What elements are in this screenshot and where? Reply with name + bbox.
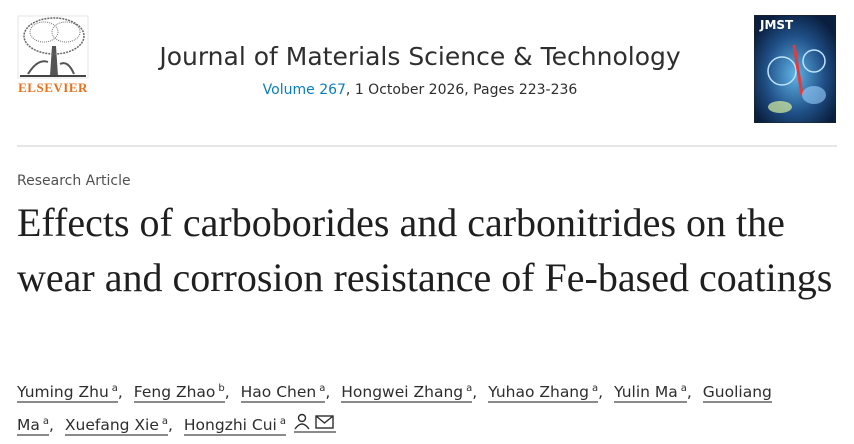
volume-link[interactable]: Volume 267 xyxy=(262,82,346,98)
author-link[interactable]: Yulin Ma a xyxy=(614,383,687,404)
author-link[interactable]: Guoliang Ma a xyxy=(17,383,772,437)
author-link[interactable]: Yuming Zhu a xyxy=(17,383,118,404)
author-affiliation: a xyxy=(319,383,326,394)
author-name: Hongwei Zhang xyxy=(341,383,464,402)
publisher-name: ELSEVIER xyxy=(18,80,88,95)
envelope-icon[interactable] xyxy=(315,415,334,430)
author-list: Yuming Zhu a, Feng Zhao b, Hao Chen a, Hong… xyxy=(17,374,797,440)
author-link[interactable]: Hao Chen a xyxy=(240,383,326,404)
author-affiliation: a xyxy=(591,383,599,394)
author-affiliation: a xyxy=(161,416,169,428)
article-type: Research Article xyxy=(17,173,131,189)
cover-label: JMST xyxy=(759,18,794,32)
author-name: Hongzhi Cui xyxy=(183,416,277,435)
author-affiliation: b xyxy=(218,383,225,394)
author-separator: , xyxy=(168,416,173,435)
author-name: Yulin Ma xyxy=(614,383,678,402)
author-name: Yuhao Zhang xyxy=(488,383,589,402)
author-separator: , xyxy=(472,383,478,402)
author-affiliation: a xyxy=(279,416,286,428)
author-link[interactable]: Yuhao Zhang a xyxy=(488,383,599,404)
author-name: Hao Chen xyxy=(240,383,317,402)
author-separator: , xyxy=(117,383,123,402)
author-separator: , xyxy=(49,416,54,435)
issue-info: , 1 October 2026, Pages 223-236 xyxy=(345,82,578,98)
author-separator: , xyxy=(325,383,331,402)
author-separator: , xyxy=(598,383,604,402)
envelope-flap xyxy=(315,415,334,425)
author-separator: , xyxy=(686,383,692,402)
contact-icons[interactable] xyxy=(293,413,336,434)
author-affiliation: a xyxy=(466,383,473,394)
author-link[interactable]: Xuefang Xie a xyxy=(64,416,169,437)
author-name: Guoliang Ma xyxy=(17,383,772,435)
journal-cover[interactable]: JMST xyxy=(754,15,836,123)
divider xyxy=(17,145,837,147)
person-icon[interactable] xyxy=(297,414,307,423)
article-title: Effects of carboborides and carbonitride… xyxy=(17,200,833,300)
author-link[interactable]: Hongwei Zhang a xyxy=(341,383,473,404)
author-affiliation: a xyxy=(42,416,50,428)
author-link[interactable]: Feng Zhao b xyxy=(133,383,225,404)
journal-title[interactable]: Journal of Materials Science & Technolog… xyxy=(159,42,681,71)
publisher-logo[interactable] xyxy=(14,12,92,108)
author-name: Feng Zhao xyxy=(133,383,216,402)
person-icon-body xyxy=(294,423,310,430)
author-affiliation: a xyxy=(111,383,118,394)
author-name: Yuming Zhu xyxy=(17,383,109,402)
author-affiliation: a xyxy=(680,383,687,394)
author-link[interactable]: Hongzhi Cui a xyxy=(183,416,286,437)
issue-line: Volume 267, 1 October 2026, Pages 223-23… xyxy=(120,82,720,98)
author-separator: , xyxy=(224,383,230,402)
author-name: Xuefang Xie xyxy=(64,416,159,435)
